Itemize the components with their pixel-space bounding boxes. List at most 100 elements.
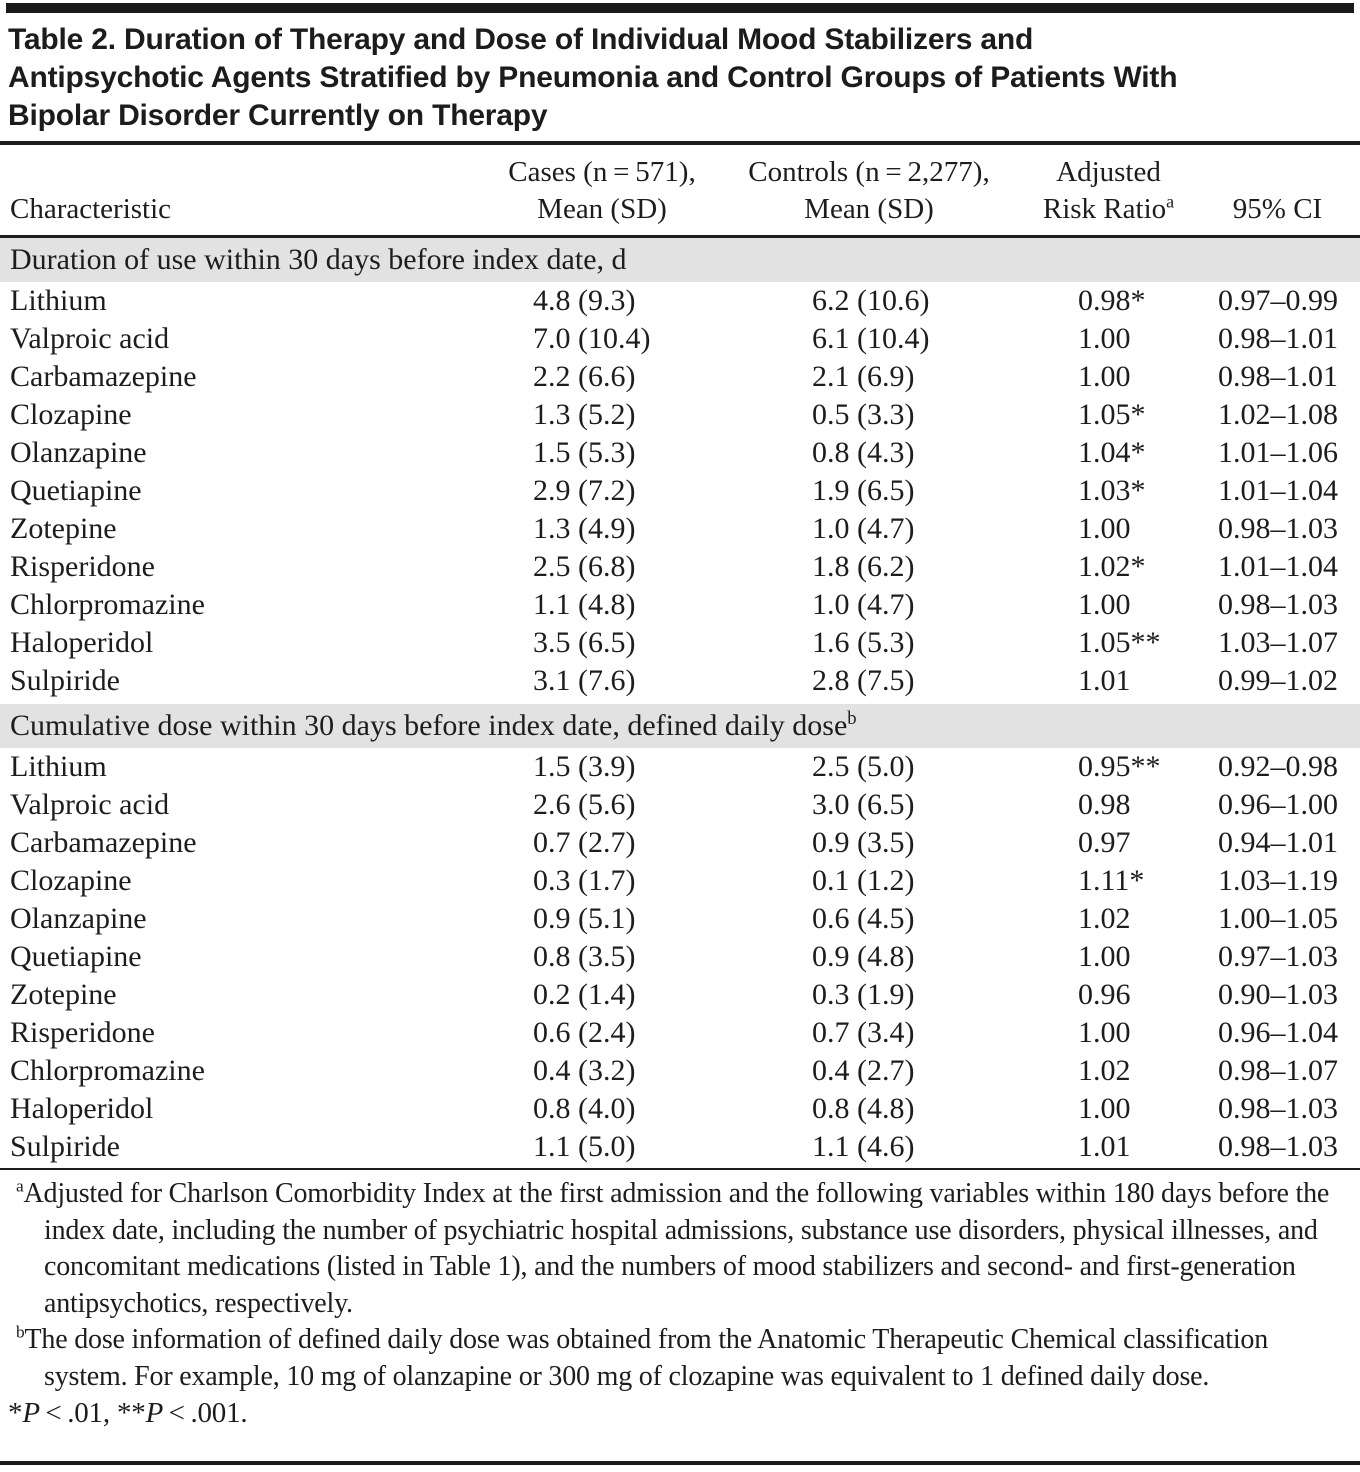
cell-cases-mean-sd: 1.1 (4.8)	[533, 588, 636, 621]
table-row: Quetiapine 2.9 (7.2) 1.9 (6.5) 1.03* 1.0…	[0, 472, 1360, 510]
table-row: Haloperidol 0.8 (4.0) 0.8 (4.8) 1.00 0.9…	[0, 1090, 1360, 1128]
table-row: Valproic acid 2.6 (5.6) 3.0 (6.5) 0.98 0…	[0, 786, 1360, 824]
cell-characteristic: Lithium	[10, 284, 107, 317]
cell-cases-mean-sd: 1.5 (3.9)	[533, 750, 636, 783]
cell-controls-mean-sd: 0.4 (2.7)	[812, 1054, 915, 1087]
cell-adjusted-risk-ratio: 1.00	[1078, 588, 1131, 621]
table-bottom-rule	[0, 1168, 1360, 1170]
cell-adjusted-risk-ratio: 1.05*	[1078, 398, 1146, 431]
cell-95-ci: 0.98–1.03	[1218, 588, 1338, 621]
column-header-risk-line2: Risk Ratio	[1042, 193, 1167, 225]
cell-characteristic: Carbamazepine	[10, 826, 197, 859]
cell-controls-mean-sd: 0.8 (4.3)	[812, 436, 915, 469]
cell-characteristic: Olanzapine	[10, 436, 147, 469]
column-header-cases: Cases (n = 571), Mean (SD)	[488, 154, 716, 228]
cell-95-ci: 1.01–1.04	[1218, 474, 1338, 507]
cell-characteristic: Quetiapine	[10, 940, 142, 973]
table-row: Zotepine 0.2 (1.4) 0.3 (1.9) 0.96 0.90–1…	[0, 976, 1360, 1014]
cell-adjusted-risk-ratio: 0.95**	[1078, 750, 1161, 783]
cell-cases-mean-sd: 2.9 (7.2)	[533, 474, 636, 507]
cell-95-ci: 0.98–1.07	[1218, 1054, 1338, 1087]
cell-adjusted-risk-ratio: 1.02*	[1078, 550, 1146, 583]
table-row: Valproic acid 7.0 (10.4) 6.1 (10.4) 1.00…	[0, 320, 1360, 358]
bottom-rule-bar	[0, 1461, 1360, 1465]
cell-characteristic: Risperidone	[10, 1016, 155, 1049]
cell-characteristic: Risperidone	[10, 550, 155, 583]
cell-cases-mean-sd: 1.3 (5.2)	[533, 398, 636, 431]
cell-characteristic: Clozapine	[10, 864, 132, 897]
table-row: Quetiapine 0.8 (3.5) 0.9 (4.8) 1.00 0.97…	[0, 938, 1360, 976]
data-table: Characteristic Cases (n = 571), Mean (SD…	[0, 150, 1360, 1170]
cell-adjusted-risk-ratio: 0.97	[1078, 826, 1131, 859]
section-header-cumulative-dose: Cumulative dose within 30 days before in…	[0, 704, 1360, 748]
table-row: Risperidone 0.6 (2.4) 0.7 (3.4) 1.00 0.9…	[0, 1014, 1360, 1052]
cell-characteristic: Haloperidol	[10, 1092, 154, 1125]
cell-characteristic: Haloperidol	[10, 626, 154, 659]
cell-characteristic: Chlorpromazine	[10, 1054, 205, 1087]
table-title-line-2: Antipsychotic Agents Stratified by Pneum…	[8, 61, 1178, 94]
cell-cases-mean-sd: 3.1 (7.6)	[533, 664, 636, 697]
cell-controls-mean-sd: 0.7 (3.4)	[812, 1016, 915, 1049]
cell-adjusted-risk-ratio: 1.02	[1078, 902, 1131, 935]
cell-cases-mean-sd: 1.1 (5.0)	[533, 1130, 636, 1163]
table-title: Table 2. Duration of Therapy and Dose of…	[8, 21, 1352, 135]
cell-cases-mean-sd: 0.4 (3.2)	[533, 1054, 636, 1087]
cell-adjusted-risk-ratio: 1.03*	[1078, 474, 1146, 507]
cell-adjusted-risk-ratio: 1.01	[1078, 1130, 1131, 1163]
title-divider-rule	[0, 141, 1360, 145]
table-row: Olanzapine 0.9 (5.1) 0.6 (4.5) 1.02 1.00…	[0, 900, 1360, 938]
cell-controls-mean-sd: 0.9 (3.5)	[812, 826, 915, 859]
footnote-a: aAdjusted for Charlson Comorbidity Index…	[8, 1176, 1352, 1322]
cell-controls-mean-sd: 0.8 (4.8)	[812, 1092, 915, 1125]
cell-adjusted-risk-ratio: 1.00	[1078, 1016, 1131, 1049]
cell-controls-mean-sd: 0.3 (1.9)	[812, 978, 915, 1011]
cell-95-ci: 0.94–1.01	[1218, 826, 1338, 859]
cell-adjusted-risk-ratio: 1.00	[1078, 322, 1131, 355]
cell-characteristic: Valproic acid	[10, 788, 170, 821]
cell-controls-mean-sd: 1.6 (5.3)	[812, 626, 915, 659]
column-header-95-ci: 95% CI	[1232, 193, 1323, 225]
cell-cases-mean-sd: 2.5 (6.8)	[533, 550, 636, 583]
section-header-duration: Duration of use within 30 days before in…	[0, 238, 1360, 282]
cell-95-ci: 1.03–1.19	[1218, 864, 1338, 897]
significance-note: *P < .01, **P < .001.	[8, 1397, 248, 1429]
footnote-a-marker: a	[16, 1176, 24, 1196]
cell-95-ci: 0.98–1.03	[1218, 1130, 1338, 1163]
column-header-controls-line1: Controls (n = 2,277),	[748, 156, 990, 188]
cell-adjusted-risk-ratio: 1.00	[1078, 940, 1131, 973]
table-row: Clozapine 1.3 (5.2) 0.5 (3.3) 1.05* 1.02…	[0, 396, 1360, 434]
top-rule-bar	[6, 3, 1354, 13]
footnote-a-text: Adjusted for Charlson Comorbidity Index …	[23, 1178, 1330, 1319]
cell-95-ci: 0.99–1.02	[1218, 664, 1338, 697]
risk-ratio-footnote-marker: a	[1166, 191, 1175, 212]
cell-95-ci: 1.02–1.08	[1218, 398, 1338, 431]
cell-characteristic: Quetiapine	[10, 474, 142, 507]
cell-cases-mean-sd: 0.8 (4.0)	[533, 1092, 636, 1125]
section-rows-duration: Lithium 4.8 (9.3) 6.2 (10.6) 0.98* 0.97–…	[0, 282, 1360, 700]
section-header-duration-label: Duration of use within 30 days before in…	[10, 243, 627, 276]
table-row: Sulpiride 3.1 (7.6) 2.8 (7.5) 1.01 0.99–…	[0, 662, 1360, 700]
table-row: Haloperidol 3.5 (6.5) 1.6 (5.3) 1.05** 1…	[0, 624, 1360, 662]
cell-characteristic: Valproic acid	[10, 322, 170, 355]
cell-cases-mean-sd: 7.0 (10.4)	[533, 322, 651, 355]
cell-adjusted-risk-ratio: 1.00	[1078, 512, 1131, 545]
cell-characteristic: Clozapine	[10, 398, 132, 431]
cell-adjusted-risk-ratio: 1.00	[1078, 1092, 1131, 1125]
header-divider-rule	[0, 235, 1360, 238]
cell-characteristic: Carbamazepine	[10, 360, 197, 393]
cell-95-ci: 0.97–0.99	[1218, 284, 1338, 317]
column-header-risk-line1: Adjusted	[1056, 156, 1161, 188]
cell-95-ci: 0.96–1.04	[1218, 1016, 1338, 1049]
section-rows-cumulative-dose: Lithium 1.5 (3.9) 2.5 (5.0) 0.95** 0.92–…	[0, 748, 1360, 1166]
cell-95-ci: 1.03–1.07	[1218, 626, 1338, 659]
cell-adjusted-risk-ratio: 0.98	[1078, 788, 1131, 821]
cell-characteristic: Lithium	[10, 750, 107, 783]
table-header-row: Characteristic Cases (n = 571), Mean (SD…	[0, 150, 1360, 235]
section-header-cumulative-dose-label: Cumulative dose within 30 days before in…	[10, 708, 857, 742]
cell-controls-mean-sd: 6.2 (10.6)	[812, 284, 930, 317]
table-row: Clozapine 0.3 (1.7) 0.1 (1.2) 1.11* 1.03…	[0, 862, 1360, 900]
column-header-controls-line2: Mean (SD)	[804, 193, 934, 225]
cell-controls-mean-sd: 6.1 (10.4)	[812, 322, 930, 355]
cell-adjusted-risk-ratio: 0.98*	[1078, 284, 1146, 317]
